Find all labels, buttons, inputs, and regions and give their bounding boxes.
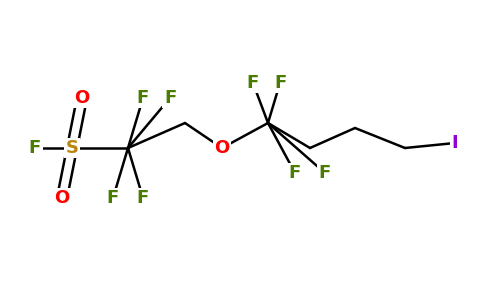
Text: O: O [214, 139, 229, 157]
Text: F: F [137, 89, 149, 107]
Text: F: F [137, 189, 149, 207]
Text: S: S [65, 139, 78, 157]
Text: O: O [54, 189, 70, 207]
Text: F: F [289, 164, 301, 182]
Text: F: F [164, 89, 176, 107]
Text: F: F [107, 189, 119, 207]
Text: I: I [452, 134, 458, 152]
Text: F: F [247, 74, 259, 92]
Text: F: F [274, 74, 286, 92]
Text: O: O [75, 89, 90, 107]
Text: F: F [319, 164, 331, 182]
Text: F: F [29, 139, 41, 157]
